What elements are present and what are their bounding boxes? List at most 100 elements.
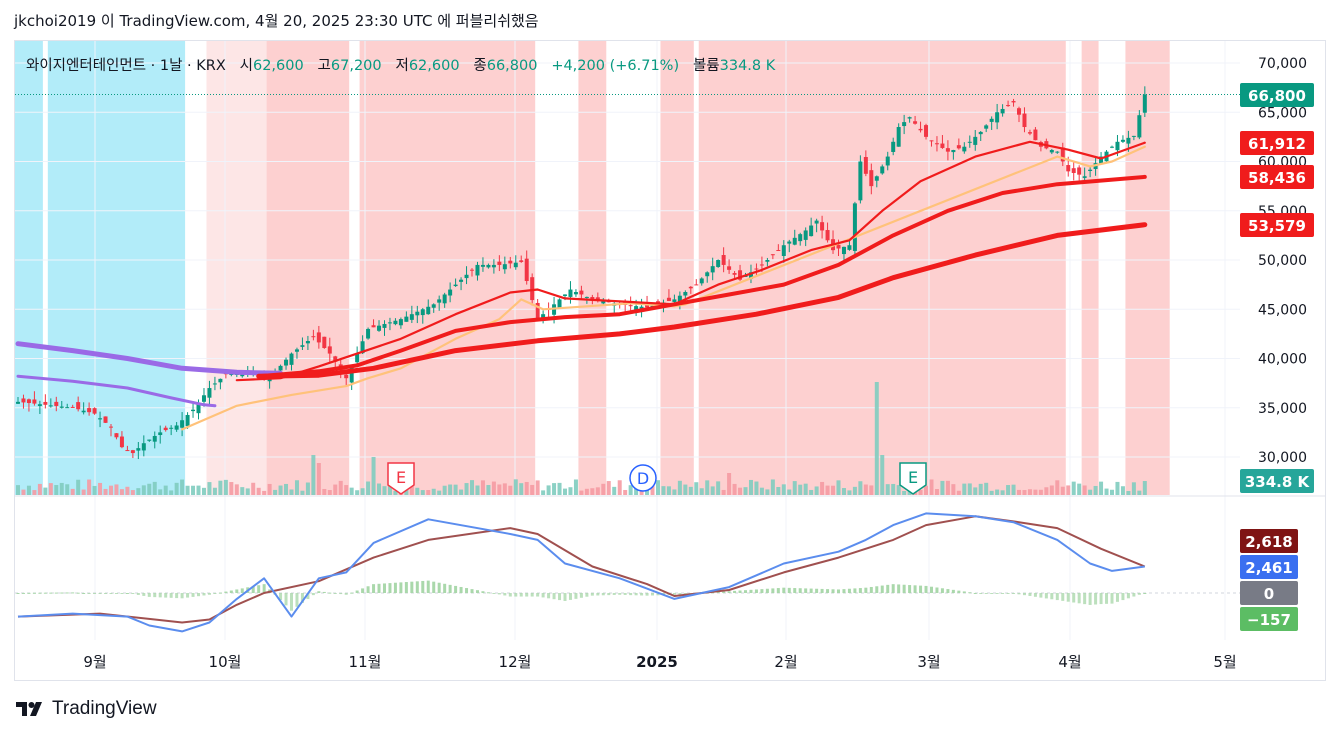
volume-bar <box>519 483 524 495</box>
macd-histogram-bar <box>612 593 616 595</box>
macd-label-badge: 2,618 <box>1240 529 1298 553</box>
event-label: D <box>637 469 649 488</box>
candle <box>409 305 414 324</box>
volume-bar <box>951 484 956 495</box>
candle-body <box>896 127 901 147</box>
macd-histogram-bar <box>136 593 140 595</box>
candle-body <box>513 262 518 268</box>
candle-body <box>147 439 152 441</box>
macd-histogram-bar <box>87 593 91 594</box>
candle-body <box>305 341 310 344</box>
candle-body <box>1027 132 1032 134</box>
macd-histogram-bar <box>218 592 222 594</box>
candle <box>152 431 157 449</box>
time-axis-label: 2025 <box>636 653 678 671</box>
macd-histogram-bar <box>1055 593 1059 601</box>
volume-bar <box>98 482 103 495</box>
volume-bar <box>1017 489 1022 495</box>
session-band <box>698 41 1066 495</box>
candle-body <box>1142 94 1147 113</box>
macd-histogram-bar <box>120 593 124 594</box>
legend-close-label: 종 <box>473 58 487 74</box>
macd-histogram-bar <box>393 582 397 593</box>
volume-bar <box>256 487 261 495</box>
macd-histogram-bar <box>279 593 283 601</box>
volume-bar <box>349 487 354 495</box>
volume-bar <box>1131 482 1136 495</box>
macd-histogram-bar <box>125 593 129 594</box>
macd-histogram-bar <box>727 591 731 593</box>
candle-body <box>1022 113 1027 128</box>
candle-body <box>847 245 852 250</box>
candle <box>502 256 507 274</box>
macd-histogram-bar <box>224 591 228 593</box>
volume-bar <box>305 482 310 495</box>
volume-bar <box>333 484 338 495</box>
volume-bar <box>130 490 135 495</box>
legend-change: +4,200 (+6.71%) <box>551 58 680 74</box>
candle-body <box>382 324 387 328</box>
macd-histogram-bar <box>43 592 47 594</box>
macd-histogram-bar <box>300 593 304 603</box>
macd-histogram-bar <box>579 593 583 598</box>
candle-body <box>781 245 786 256</box>
macd-histogram-bar <box>552 593 556 600</box>
ma-slow-line <box>256 222 1148 379</box>
macd-histogram-bar <box>328 592 332 594</box>
macd-label-bg <box>1240 529 1298 553</box>
volume-bar <box>1126 490 1131 495</box>
candle <box>377 320 382 332</box>
candle <box>568 281 573 304</box>
candle-body <box>524 258 529 282</box>
candle-body <box>470 269 475 271</box>
macd-histogram-bar <box>158 593 162 598</box>
macd-histogram-bar <box>837 589 840 593</box>
volume-bar <box>16 485 20 495</box>
candle <box>1060 142 1065 167</box>
volume-bar <box>831 485 836 495</box>
macd-histogram-bar <box>536 593 540 597</box>
volume-bar <box>284 483 289 495</box>
candle <box>70 404 75 408</box>
session-band <box>660 41 672 495</box>
candle <box>387 317 392 331</box>
candle-body <box>491 264 496 268</box>
candle <box>934 136 939 152</box>
candle <box>289 352 294 371</box>
candle <box>480 257 485 272</box>
macd-histogram-bar <box>1022 593 1026 596</box>
macd-histogram-bar <box>929 586 933 593</box>
candle <box>316 325 321 349</box>
volume-bar <box>1038 489 1043 495</box>
macd-histogram-bar <box>558 593 562 601</box>
candle <box>147 439 152 442</box>
candle <box>535 299 540 321</box>
candle-body <box>825 230 830 241</box>
candle-body <box>995 112 1000 123</box>
time-axis-label: 10월 <box>209 653 242 671</box>
candle <box>1055 151 1060 154</box>
candle <box>207 380 212 405</box>
candle-body <box>579 290 584 295</box>
macd-histogram-bar <box>114 593 118 594</box>
volume-bar <box>748 479 753 495</box>
candle <box>130 449 135 459</box>
candle-body <box>404 316 409 322</box>
tradingview-logo[interactable]: TradingView <box>16 698 157 720</box>
candle <box>787 239 792 253</box>
price-label-bg <box>1240 131 1314 155</box>
macd-histogram-bar <box>519 593 523 597</box>
session-band <box>594 41 607 495</box>
legend-low: 62,600 <box>408 58 460 74</box>
candle-body <box>573 292 578 295</box>
macd-histogram-bar <box>202 593 206 596</box>
volume-bar <box>212 487 217 495</box>
candle-body <box>43 401 48 405</box>
volume-bar <box>1066 485 1071 495</box>
macd-histogram-bar <box>826 589 830 593</box>
volume-bar <box>278 485 283 495</box>
candle-body <box>1099 156 1104 164</box>
macd-histogram-bar <box>459 586 463 593</box>
volume-bar <box>448 484 453 495</box>
